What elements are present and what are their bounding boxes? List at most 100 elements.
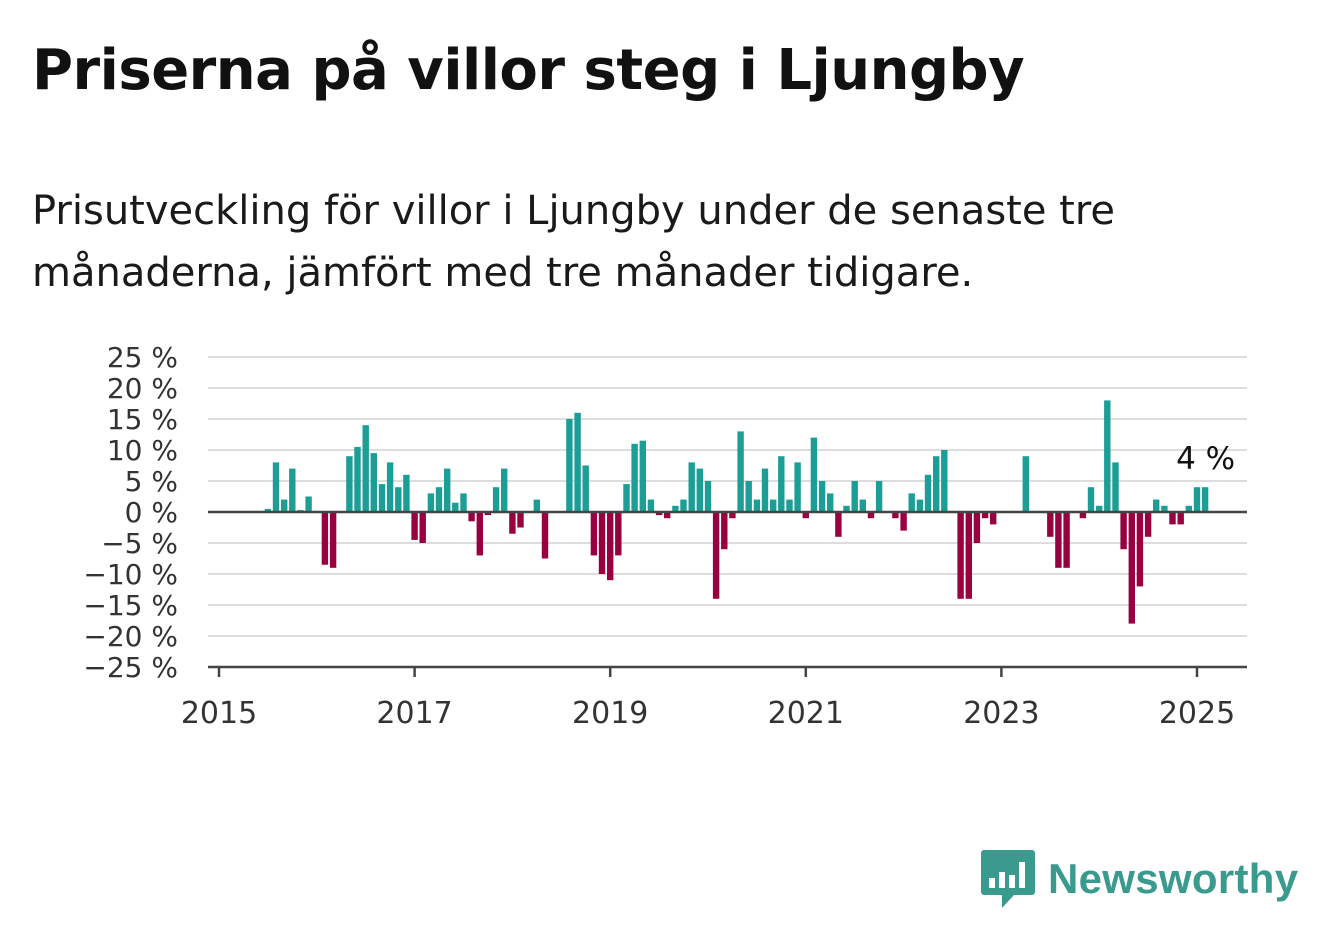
bars xyxy=(264,400,1209,624)
y-tick-label: −5 % xyxy=(101,527,178,560)
bar xyxy=(843,505,850,512)
bar xyxy=(770,499,777,512)
bar xyxy=(1022,456,1029,512)
bar xyxy=(924,474,932,512)
bar xyxy=(745,481,752,512)
bar xyxy=(1153,499,1160,512)
x-tick-label: 2021 xyxy=(768,696,844,731)
bar xyxy=(1169,512,1176,525)
bar-chart-speech-bubble-icon xyxy=(981,850,1035,908)
y-tick-label: 25 % xyxy=(107,341,178,374)
bar xyxy=(900,512,907,531)
bar xyxy=(468,512,475,522)
logo-text: Newsworthy xyxy=(1048,855,1299,902)
bar xyxy=(476,512,483,556)
grid-lines xyxy=(208,356,1247,637)
bar xyxy=(1201,487,1209,512)
bar xyxy=(1112,462,1119,512)
bar xyxy=(533,499,540,512)
bar xyxy=(1104,400,1111,512)
bar xyxy=(778,456,785,512)
chart-subtitle: Prisutveckling för villor i Ljungby unde… xyxy=(32,188,1116,296)
bar xyxy=(794,462,801,512)
bar xyxy=(452,502,459,512)
bar xyxy=(941,450,948,512)
bar xyxy=(623,484,630,512)
bar xyxy=(370,453,377,512)
bar xyxy=(1161,505,1168,512)
bar xyxy=(786,499,793,512)
bar xyxy=(647,499,655,512)
bar xyxy=(1177,512,1184,525)
newsworthy-logo: Newsworthy xyxy=(980,848,1298,910)
bar xyxy=(427,493,435,512)
bar xyxy=(386,462,394,512)
bar xyxy=(753,499,761,512)
bar xyxy=(835,512,842,537)
bar xyxy=(696,468,703,512)
bar xyxy=(444,468,451,512)
bar xyxy=(957,512,964,599)
x-tick-label: 2017 xyxy=(376,696,452,731)
bar xyxy=(1193,487,1201,512)
bar xyxy=(289,468,296,512)
x-tick-label: 2025 xyxy=(1159,696,1235,731)
bar xyxy=(810,437,818,512)
bar xyxy=(1063,512,1070,568)
bar xyxy=(272,462,280,512)
bar xyxy=(761,468,769,512)
bar xyxy=(1136,512,1144,587)
bar xyxy=(1087,487,1095,512)
bar xyxy=(990,512,997,525)
bar xyxy=(403,474,410,512)
bar xyxy=(1096,505,1103,512)
bar xyxy=(818,481,826,512)
y-tick-label: −15 % xyxy=(83,589,178,622)
bar xyxy=(827,493,834,512)
latest-value-label: 4 % xyxy=(1176,441,1235,477)
y-tick-label: 0 % xyxy=(125,496,178,529)
bar xyxy=(655,512,663,516)
bar xyxy=(395,487,402,512)
bar xyxy=(460,493,467,512)
y-tick-label: 20 % xyxy=(107,372,178,405)
bar xyxy=(1055,512,1062,568)
bar xyxy=(509,512,516,534)
bar xyxy=(892,512,899,519)
bar xyxy=(664,512,671,519)
chart-title: Priserna på villor steg i Ljungby xyxy=(32,38,1025,103)
bar xyxy=(1047,512,1054,537)
bar xyxy=(582,465,589,512)
bar xyxy=(680,499,687,512)
bar xyxy=(378,484,386,512)
bar xyxy=(566,419,573,512)
x-tick-label: 2019 xyxy=(572,696,648,731)
bar xyxy=(1144,512,1152,537)
bar xyxy=(933,456,940,512)
bar xyxy=(1079,512,1087,519)
bar xyxy=(305,496,312,512)
bar xyxy=(1120,512,1127,550)
bar xyxy=(729,512,736,519)
bar xyxy=(264,508,272,512)
bar xyxy=(517,512,524,528)
bar xyxy=(688,462,695,512)
bar xyxy=(875,481,883,512)
bar xyxy=(362,425,369,512)
bar xyxy=(321,512,329,565)
bar xyxy=(607,512,614,581)
bar xyxy=(851,481,858,512)
bar xyxy=(1185,505,1192,512)
bar xyxy=(435,487,443,512)
bar xyxy=(329,512,337,568)
bar xyxy=(346,456,353,512)
bar xyxy=(916,499,924,512)
bar xyxy=(598,512,606,574)
bar xyxy=(574,412,581,512)
bar xyxy=(411,512,418,540)
labels: 25 %20 %15 %10 %5 %0 %−5 %−10 %−15 %−20 … xyxy=(83,341,1235,731)
bar xyxy=(672,505,679,512)
bar xyxy=(965,512,972,599)
bar xyxy=(590,512,598,556)
